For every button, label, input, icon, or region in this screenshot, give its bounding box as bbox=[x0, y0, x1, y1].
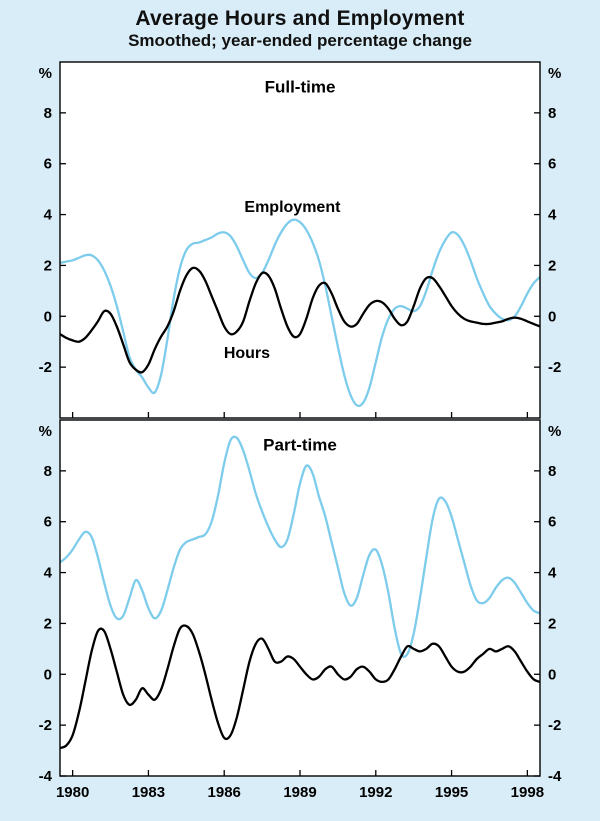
annotation-hours: Hours bbox=[224, 345, 270, 362]
y-tick-label-right: -2 bbox=[548, 359, 561, 376]
y-tick-label-right: 0 bbox=[548, 666, 556, 683]
y-tick-label-right: -2 bbox=[548, 717, 561, 734]
axis-unit-right: % bbox=[548, 423, 561, 440]
y-tick-label-left: 4 bbox=[44, 207, 53, 224]
x-tick-label: 1992 bbox=[359, 784, 392, 801]
annotation-part-time: Part-time bbox=[263, 435, 337, 454]
axis-unit-left: % bbox=[39, 423, 52, 440]
y-tick-label-left: 6 bbox=[44, 514, 52, 531]
y-tick-label-right: 2 bbox=[548, 257, 556, 274]
y-tick-label-right: 8 bbox=[548, 463, 556, 480]
series-line-employment bbox=[60, 435, 540, 658]
panel-border bbox=[59, 61, 541, 419]
y-tick-label-left: 8 bbox=[44, 105, 52, 122]
panel-background bbox=[60, 420, 540, 776]
series-line-hours bbox=[60, 624, 540, 750]
x-tick-label: 1986 bbox=[208, 784, 241, 801]
panel-border bbox=[59, 419, 541, 777]
series-line-hours bbox=[60, 266, 540, 374]
x-tick-label: 1995 bbox=[435, 784, 468, 801]
y-tick-label-right: 0 bbox=[548, 308, 556, 325]
y-tick-label-left: 8 bbox=[44, 463, 52, 480]
series-line-employment bbox=[60, 218, 540, 408]
y-tick-label-left: 4 bbox=[44, 565, 53, 582]
x-tick-label: 1983 bbox=[132, 784, 165, 801]
y-tick-label-right: 6 bbox=[548, 156, 556, 173]
y-tick-label-left: 6 bbox=[44, 156, 52, 173]
panel-background bbox=[60, 62, 540, 418]
y-tick-label-right: 4 bbox=[548, 565, 557, 582]
y-tick-label-right: -4 bbox=[548, 768, 562, 785]
axis-unit-right: % bbox=[548, 65, 561, 82]
y-tick-label-left: 2 bbox=[44, 257, 52, 274]
chart-title: Average Hours and Employment bbox=[135, 7, 465, 30]
y-tick-label-left: 0 bbox=[44, 666, 52, 683]
x-tick-label: 1980 bbox=[56, 784, 89, 801]
y-tick-label-left: 2 bbox=[44, 615, 52, 632]
y-tick-label-right: 6 bbox=[548, 514, 556, 531]
annotation-full-time: Full-time bbox=[265, 77, 336, 96]
y-tick-label-left: -2 bbox=[39, 359, 52, 376]
y-tick-label-right: 4 bbox=[548, 207, 557, 224]
axis-unit-left: % bbox=[39, 65, 52, 82]
y-tick-label-right: 2 bbox=[548, 615, 556, 632]
y-tick-label-left: -2 bbox=[39, 717, 52, 734]
y-tick-label-left: 0 bbox=[44, 308, 52, 325]
annotation-employment: Employment bbox=[244, 199, 341, 216]
y-tick-label-left: -4 bbox=[39, 768, 53, 785]
x-tick-label: 1989 bbox=[283, 784, 316, 801]
x-tick-label: 1998 bbox=[511, 784, 544, 801]
y-tick-label-right: 8 bbox=[548, 105, 556, 122]
chart-subtitle: Smoothed; year-ended percentage change bbox=[128, 31, 472, 50]
